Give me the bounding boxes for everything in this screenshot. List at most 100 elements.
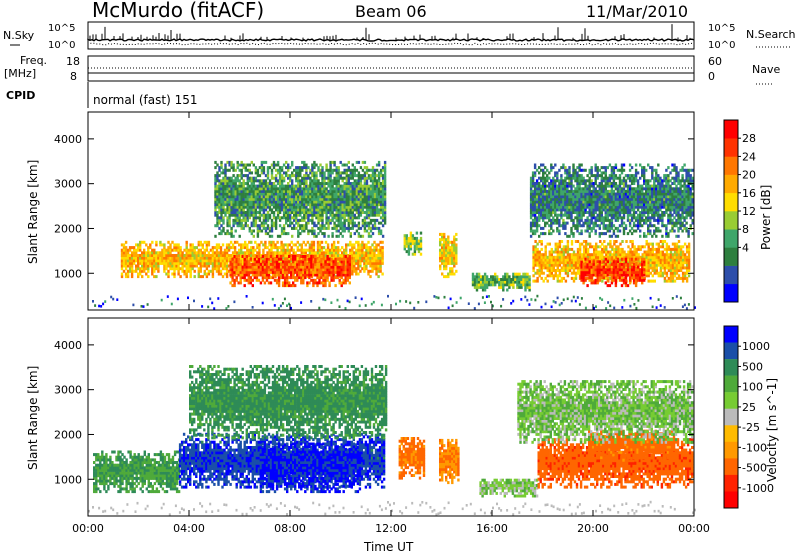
heatmap-cell [167,275,170,279]
heatmap-cell [371,259,374,263]
heatmap-cell [455,269,458,273]
heatmap-cell [595,263,598,267]
heatmap-cell [250,221,253,225]
heatmap-cell [244,168,247,172]
heatmap-cell [582,245,586,249]
heatmap-cell [634,270,638,274]
heatmap-cell [278,197,282,201]
heatmap-cell [687,247,691,251]
heatmap-cell [623,253,626,257]
heatmap-cell [337,213,340,217]
heatmap-cell [287,200,290,204]
heatmap-cell [548,271,551,275]
heatmap-cell [266,166,270,170]
heatmap-cell [179,246,182,250]
heatmap-cell [685,266,689,270]
heatmap-cell [268,213,272,217]
heatmap-cell [314,273,317,277]
heatmap-cell [250,184,253,188]
heatmap-cell [407,239,411,243]
heatmap-cell [124,267,128,271]
heatmap-cell [264,208,268,212]
heatmap-cell [568,266,572,270]
heatmap-cell [590,265,593,269]
heatmap-cell [122,251,126,255]
heatmap-cell [244,195,247,199]
heatmap-cell [242,261,245,265]
heatmap-cell [226,232,229,236]
heatmap-cell [325,203,328,207]
heatmap-cell [258,246,261,250]
heatmap-cell [645,258,648,262]
heatmap-cell [309,205,312,209]
heatmap-cell [544,266,547,270]
heatmap-cell [371,264,374,268]
heatmap-cell [248,248,251,252]
heatmap-cell [224,166,227,170]
heatmap-cell [351,224,354,228]
heatmap-cell [355,251,358,255]
heatmap-cell [595,255,598,259]
heatmap-cell [671,255,675,259]
heatmap-cell [325,195,328,199]
heatmap-cell [343,221,346,225]
heatmap-cell [546,242,549,246]
heatmap-cell [286,243,289,247]
heatmap-cell [363,192,367,196]
heatmap-cell [320,265,323,269]
heatmap-cell [278,168,282,172]
heatmap-cell [369,261,372,265]
heatmap-cell [578,263,582,267]
heatmap-cell [276,179,280,183]
heatmap-cell [323,187,326,191]
heatmap-cell [675,253,679,257]
heatmap-cell [132,248,136,252]
heatmap-cell [149,246,152,250]
heatmap-cell [339,254,342,257]
heatmap-cell [303,211,306,214]
heatmap-cell [347,254,350,257]
heatmap-cell [219,251,223,255]
heatmap-cell [199,240,202,244]
heatmap-cell [349,248,352,252]
heatmap-cell [224,213,227,217]
heatmap-cell [272,224,276,228]
heatmap-cell [203,272,206,276]
heatmap-cell [244,213,247,217]
heatmap-cell [203,269,206,273]
heatmap-cell [287,218,290,222]
heatmap-cell [299,179,302,183]
heatmap-cell [169,261,172,265]
heatmap-cell [295,166,298,170]
heatmap-cell [221,256,225,260]
heatmap-cell [283,270,287,274]
heatmap-cell [349,203,352,207]
heatmap-cell [305,226,308,230]
heatmap-cell [337,184,340,188]
heatmap-cell [317,179,320,183]
heatmap-cell [139,269,142,273]
heatmap-cell [274,163,278,167]
heatmap-cell [572,253,576,257]
heatmap-cell [263,270,267,274]
heatmap-cell [611,247,614,251]
heatmap-cell [655,271,658,275]
heatmap-cell [359,243,362,247]
heatmap-cell [266,182,270,185]
heatmap-cell [348,262,351,266]
heatmap-cell [635,255,638,259]
heatmap-cell [355,200,359,204]
heatmap-cell [630,257,634,261]
heatmap-cell [291,163,294,167]
heatmap-cell [216,163,219,167]
heatmap-cell [661,261,665,265]
heatmap-cell [582,255,586,259]
heatmap-cell [260,224,264,228]
heatmap-cell [504,275,507,279]
heatmap-cell [625,266,628,270]
heatmap-cell [566,245,570,249]
heatmap-cell [280,189,284,193]
heatmap-cell [226,179,229,183]
heatmap-cell [323,211,326,214]
heatmap-cell [536,263,539,267]
